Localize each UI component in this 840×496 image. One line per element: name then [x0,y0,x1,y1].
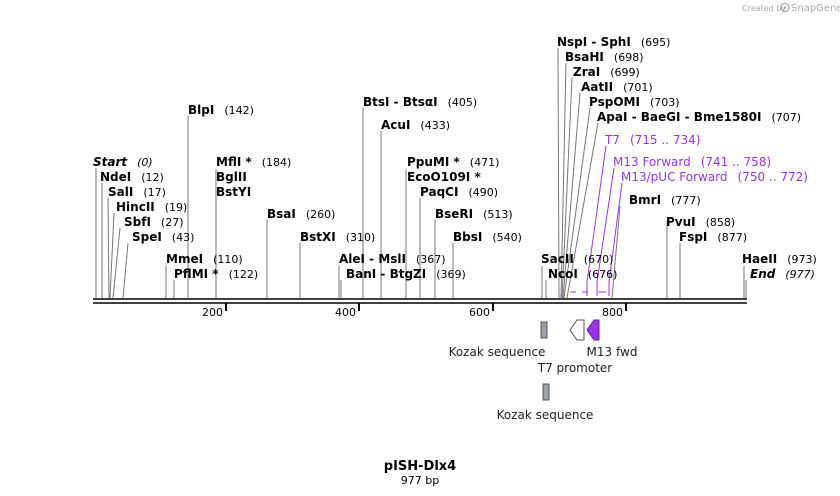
site-leader-lines [95,47,747,299]
site-label[interactable]: HaeII (973) [742,252,817,266]
site-label[interactable]: EcoO109I * [407,170,481,184]
features: Kozak sequence T7 promoter M13 fwd Kozak… [449,319,638,422]
ruler-label: 200 [202,306,223,319]
kozak-feature[interactable] [542,383,550,401]
primer-labels: T7 (715 .. 734) M13 Forward (741 .. 758) M… [604,133,808,184]
ruler-label: 600 [469,306,490,319]
site-label[interactable]: NcoI (676) [548,267,617,281]
site-label[interactable]: BlpI (142) [188,103,254,117]
site-label[interactable]: AleI - MslI (367) [339,252,446,266]
site-label[interactable]: FspI (877) [679,230,747,244]
site-label[interactable]: BanI - BtgZI (369) [346,267,466,281]
credit-brand: SnapGene [791,3,840,14]
primer-label[interactable]: T7 (715 .. 734) [604,133,700,147]
site-label[interactable]: BmrI (777) [629,193,701,207]
ruler: 200 400 600 800 [202,303,627,319]
site-label[interactable]: ApaI - BaeGI - Bme1580I (707) [597,110,801,124]
ruler-label: 800 [602,306,623,319]
site-label[interactable]: BstXI (310) [300,230,375,244]
feature-label: M13 fwd [587,345,638,359]
primer-leader-lines [570,145,623,296]
site-label[interactable]: PspOMI (703) [589,95,680,109]
t7-promoter-arrow[interactable] [569,319,585,341]
sequence-backbone [93,298,747,304]
site-label[interactable]: BglII [216,170,247,184]
site-label[interactable]: SalI (17) [108,185,166,199]
kozak-feature[interactable] [540,321,548,339]
primer-label[interactable]: M13/pUC Forward (750 .. 772) [621,170,808,184]
m13-fwd-arrow[interactable] [586,319,600,341]
feature-label: Kozak sequence [497,408,594,422]
site-label[interactable]: SpeI (43) [132,230,194,244]
site-label[interactable]: MmeI (110) [166,252,243,266]
map-title: pISH-Dlx4 [384,459,456,474]
site-label[interactable]: PvuI (858) [666,215,735,229]
site-label[interactable]: End (977) [750,267,815,281]
snapgene-logo-icon [780,2,790,13]
site-label[interactable]: ZraI (699) [573,65,640,79]
site-label[interactable]: BsaI (260) [267,207,335,221]
feature-label: T7 promoter [537,361,613,375]
site-label[interactable]: SacII (670) [541,252,613,266]
site-label[interactable]: BsaHI (698) [565,50,644,64]
site-label[interactable]: BseRI (513) [435,207,513,221]
ruler-label: 400 [335,306,356,319]
site-label[interactable]: BbsI (540) [453,230,522,244]
site-label[interactable]: AatII (701) [581,80,653,94]
site-label[interactable]: NdeI (12) [100,170,164,184]
site-label[interactable]: PaqCI (490) [420,185,498,199]
site-label[interactable]: MflI * (184) [216,155,291,169]
site-label[interactable]: BtsI - BtsαI (405) [363,95,477,109]
site-label[interactable]: PpuMI * (471) [407,155,499,169]
site-label[interactable]: Start (0) [93,155,153,169]
feature-label: Kozak sequence [449,345,546,359]
map-length: 977 bp [401,474,439,487]
site-label[interactable]: HincII (19) [116,200,187,214]
restriction-site-labels: Start (0) NdeI (12) SalI (17) HincII (19) Sb… [93,35,817,281]
site-label[interactable]: NspI - SphI (695) [557,35,670,49]
site-label[interactable]: SbfI (27) [124,215,184,229]
site-label[interactable]: BstYI [216,185,251,199]
credit-prefix: Created by [742,4,786,13]
primer-label[interactable]: M13 Forward (741 .. 758) [613,155,771,169]
site-label[interactable]: AcuI (433) [381,118,450,132]
site-label[interactable]: PflMI * (122) [174,267,258,281]
